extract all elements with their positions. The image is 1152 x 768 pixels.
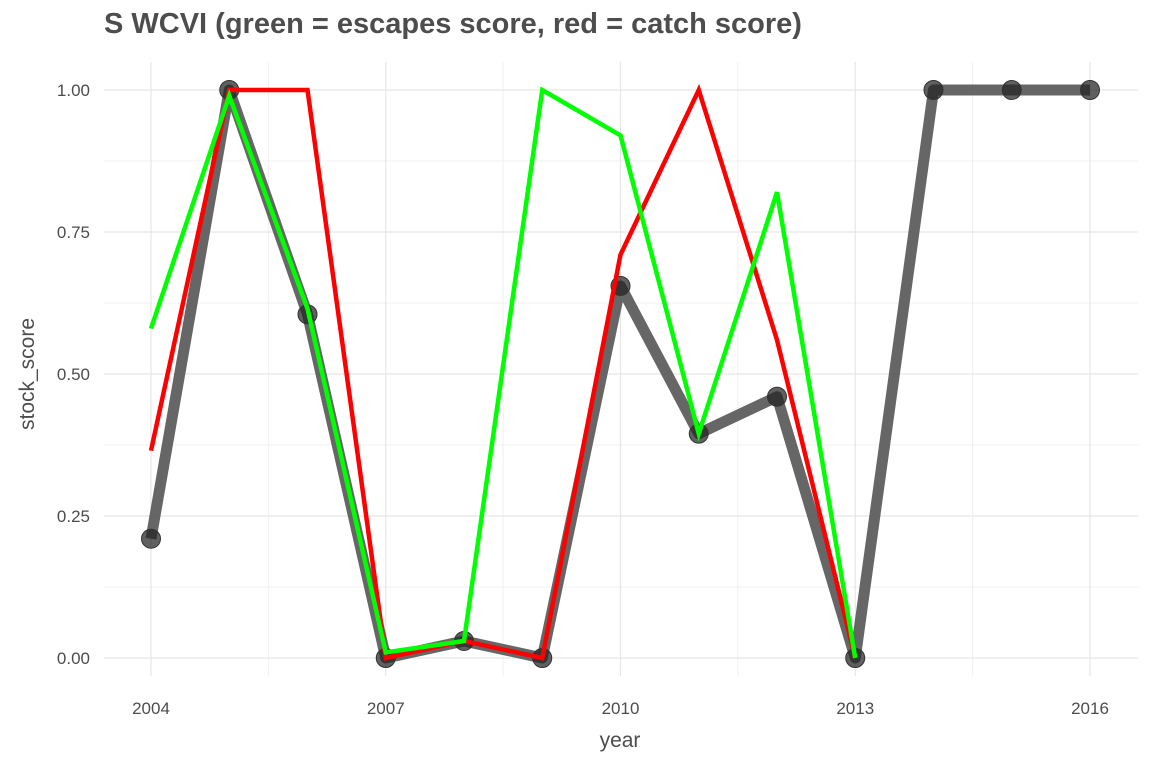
chart-title: S WCVI (green = escapes score, red = cat…	[104, 8, 802, 40]
y-tick-label: 0.75	[57, 223, 90, 242]
escapes-score-line	[148, 86, 858, 659]
y-tick-label: 0.50	[57, 365, 90, 384]
x-tick-label: 2007	[367, 699, 405, 718]
x-tick-label: 2010	[602, 699, 640, 718]
y-tick-label: 0.25	[57, 507, 90, 526]
score-point	[141, 528, 161, 549]
x-axis-ticks: 2004 2007 2010 2013 2016	[132, 699, 1109, 718]
score-point	[923, 80, 944, 100]
x-tick-label: 2016	[1071, 699, 1109, 718]
score-point	[767, 386, 787, 407]
score-point	[1001, 80, 1022, 100]
score-point	[1080, 80, 1100, 100]
y-tick-label: 0.00	[57, 649, 90, 668]
y-axis-ticks: 0.00 0.25 0.50 0.75 1.00	[57, 81, 90, 668]
x-axis-title: year	[600, 729, 641, 752]
catch-score-line	[148, 83, 858, 661]
x-tick-label: 2004	[132, 699, 170, 718]
y-axis-title: stock_score	[16, 318, 39, 430]
y-tick-label: 1.00	[57, 81, 90, 100]
x-tick-label: 2013	[836, 699, 874, 718]
series-layer	[141, 80, 1100, 668]
major-gridlines	[104, 62, 1138, 676]
